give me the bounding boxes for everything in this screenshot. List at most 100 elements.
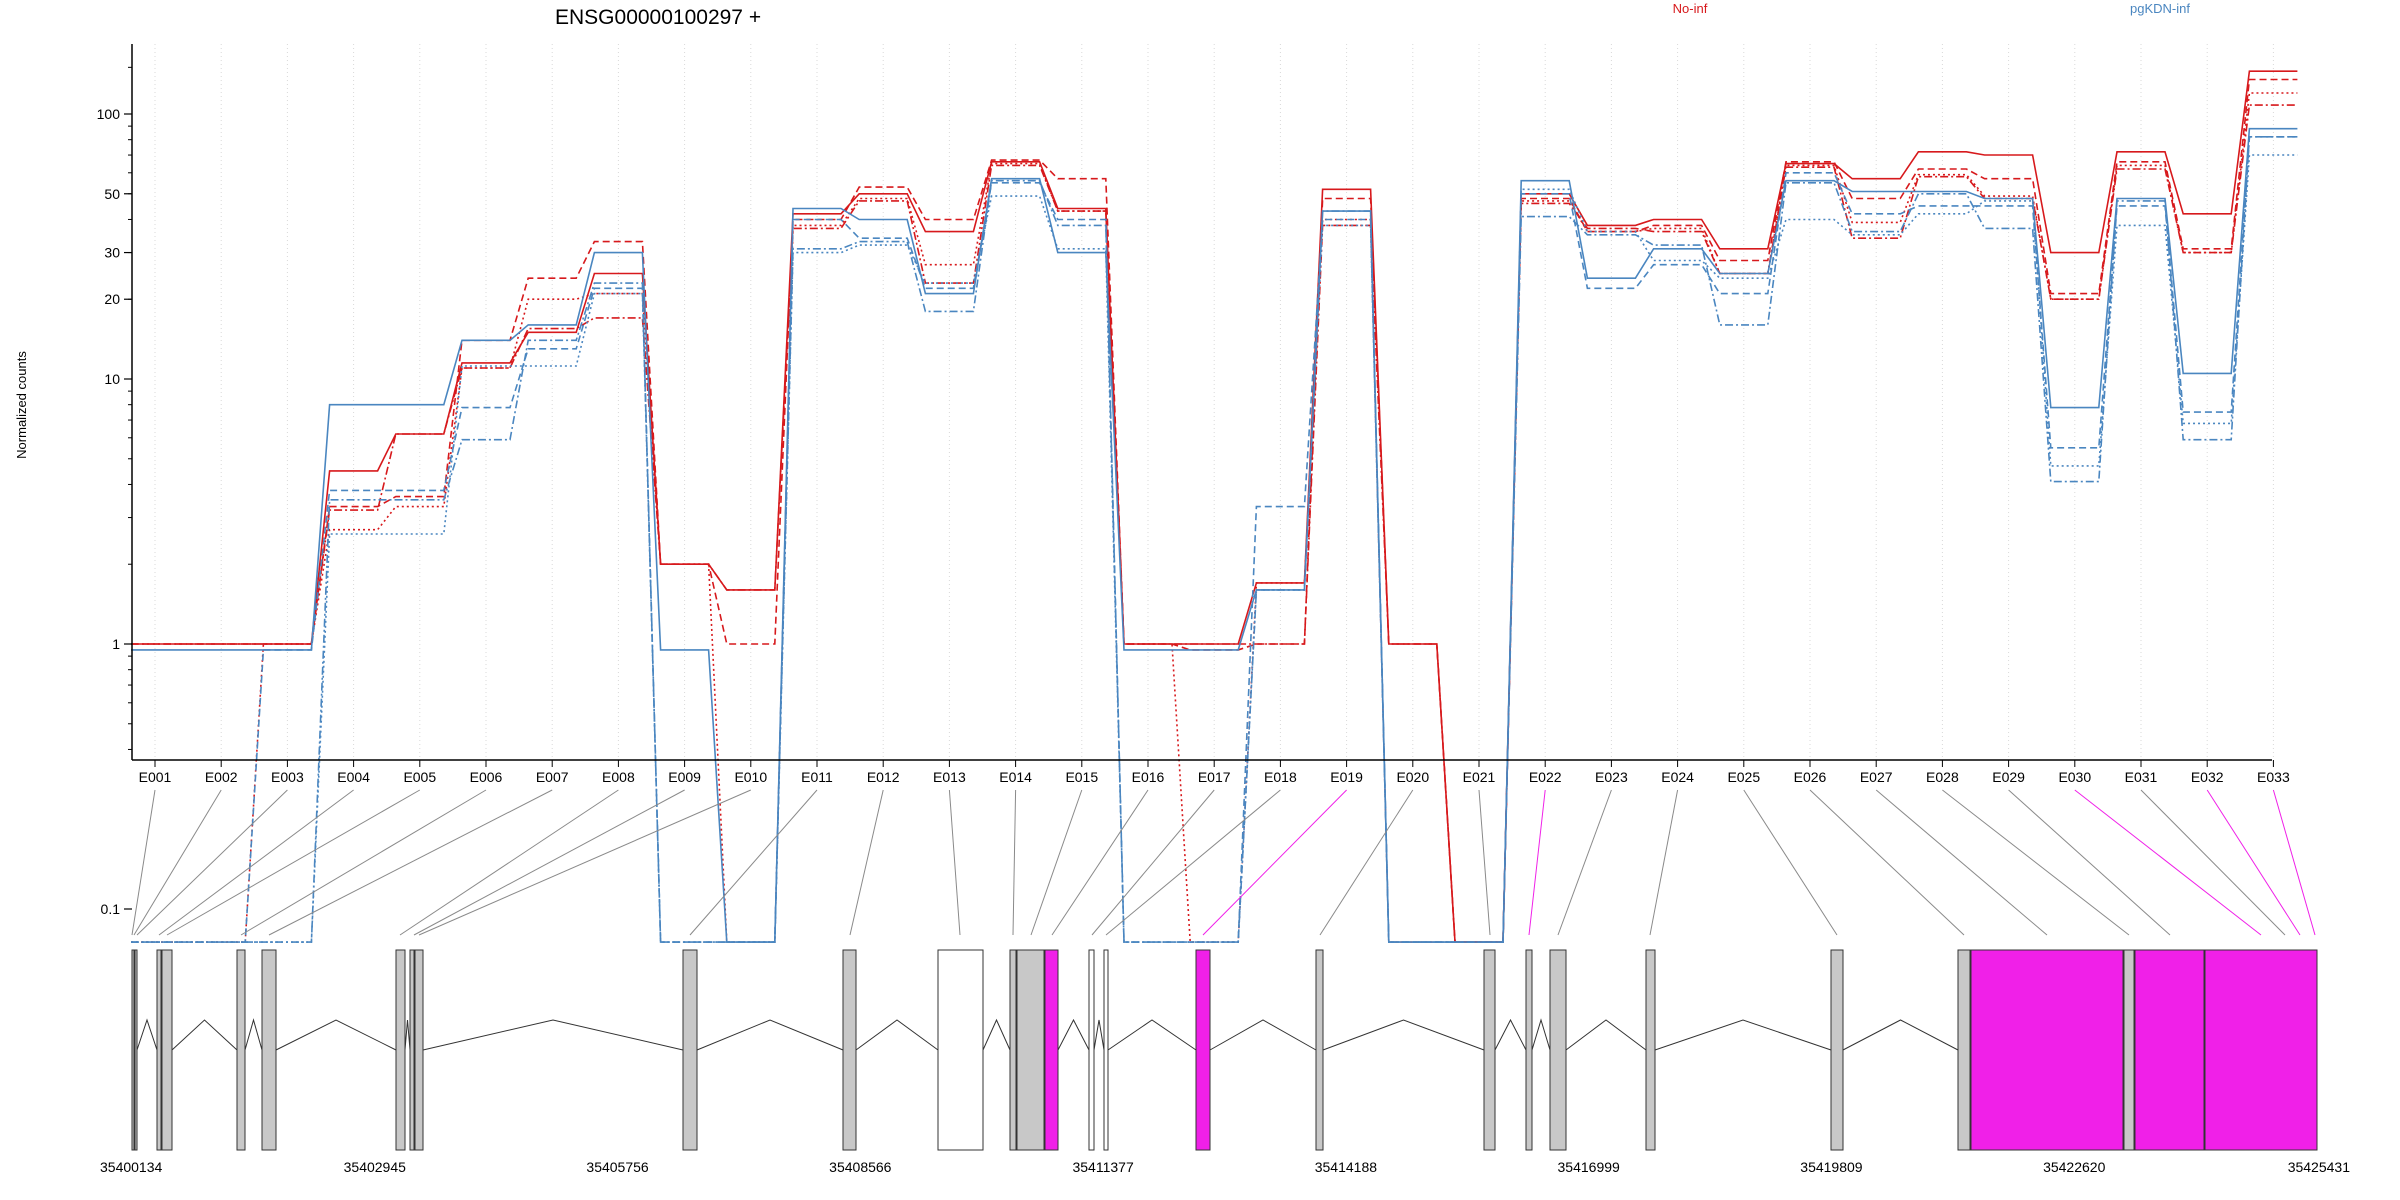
exon-connector [2272, 789, 2316, 936]
exon-connector [136, 789, 288, 936]
x-tick-label: E016 [1132, 769, 1165, 785]
y-tick-label: 0.1 [101, 901, 121, 917]
intron-line [136, 1018, 158, 1051]
x-axis: E001 E002 E003 E004 E005 E006 E007 E008 E009 E010… [132, 759, 2290, 785]
exon-connector [2074, 789, 2262, 936]
y-tick-label: 100 [97, 106, 121, 122]
x-tick-label: E012 [867, 769, 900, 785]
x-tick-label: E009 [668, 769, 701, 785]
intron-line [982, 1018, 1011, 1051]
x-tick-label: E033 [2257, 769, 2290, 785]
exon-connectors [131, 789, 2316, 936]
exon-box-highlighted [1044, 949, 1059, 1151]
exon-connector [849, 789, 884, 936]
x-tick-label: E008 [602, 769, 635, 785]
intron-line [1107, 1019, 1197, 1051]
gene-model [131, 949, 2318, 1151]
x-tick-label: E019 [1330, 769, 1363, 785]
exon-box [236, 949, 246, 1151]
exon-connector [2140, 789, 2286, 936]
intron-line [1057, 1018, 1090, 1051]
legend-label-pgkdn-inf: pgKDN-inf [2130, 1, 2190, 16]
x-tick-label: E020 [1396, 769, 1429, 785]
x-tick-label: E022 [1529, 769, 1562, 785]
x-tick-label: E027 [1860, 769, 1893, 785]
exon-connector [1030, 789, 1083, 936]
exon-connector [689, 789, 818, 936]
y-tick-label: 20 [104, 291, 120, 307]
exon-connector [1091, 789, 1215, 936]
genomic-tick-label: 35408566 [829, 1159, 892, 1175]
x-tick-label: E029 [1992, 769, 2025, 785]
exon-box-highlighted [1970, 949, 2124, 1151]
intron-line [244, 1018, 263, 1051]
series-line-pgkdn-inf [131, 136, 2298, 943]
x-tick-label: E031 [2125, 769, 2158, 785]
exon-connector [1528, 789, 1546, 936]
exon-connector [133, 789, 222, 936]
exon-box [1016, 949, 1045, 1151]
exon-connector [131, 789, 156, 936]
exon-connector [1809, 789, 1965, 936]
intron-line [1565, 1019, 1647, 1051]
genomic-tick-label: 35402945 [344, 1159, 407, 1175]
y-tick-label: 10 [104, 371, 120, 387]
exon-connector [158, 789, 354, 936]
exon-connector [1743, 789, 1838, 936]
exon-box [261, 949, 277, 1151]
exon-connector [1875, 789, 2048, 936]
intron-line [1531, 1018, 1551, 1051]
exon-box [1483, 949, 1496, 1151]
exon-box [1009, 949, 1017, 1151]
x-tick-label: E014 [999, 769, 1032, 785]
exon-box-highlighted [2204, 949, 2318, 1151]
x-tick-label: E021 [1463, 769, 1496, 785]
x-tick-label: E001 [139, 769, 172, 785]
x-tick-label: E028 [1926, 769, 1959, 785]
exon-box [156, 949, 162, 1151]
exon-box [1088, 949, 1095, 1151]
exon-connector [1557, 789, 1612, 936]
intron-line [171, 1019, 238, 1051]
exon-connector [1942, 789, 2130, 936]
exon-connector [2206, 789, 2301, 936]
genomic-tick-label: 35419809 [1800, 1159, 1863, 1175]
exon-box [1645, 949, 1656, 1151]
genomic-tick-label: 35405756 [586, 1159, 649, 1175]
exon-connector [268, 789, 553, 936]
genomic-tick-label: 35422620 [2043, 1159, 2106, 1175]
exon-box [414, 949, 424, 1151]
exon-connector [1202, 789, 1347, 936]
exon-box [842, 949, 857, 1151]
series-line-pgkdn-inf [131, 136, 2298, 943]
intron-line [696, 1019, 844, 1051]
y-axis: 0.1 1 10 20 30 50 100 [97, 44, 133, 917]
exon-box [395, 949, 406, 1151]
intron-line [1093, 1019, 1105, 1051]
x-tick-label: E004 [337, 769, 370, 785]
exon-box [1315, 949, 1324, 1151]
exon-box [131, 949, 135, 1151]
x-tick-label: E007 [536, 769, 569, 785]
exon-connector [1105, 789, 1281, 936]
exon-box [1103, 949, 1109, 1151]
genomic-tick-label: 35414188 [1315, 1159, 1378, 1175]
exon-connector [1051, 789, 1149, 936]
exon-box [409, 949, 415, 1151]
x-tick-label: E025 [1727, 769, 1760, 785]
legend-label-no-inf: No-inf [1673, 1, 1708, 16]
exon-box [134, 949, 138, 1151]
x-tick-label: E003 [271, 769, 304, 785]
series-line-pgkdn-inf [131, 127, 2298, 943]
x-tick-label: E018 [1264, 769, 1297, 785]
y-tick-label: 50 [104, 186, 120, 202]
exon-connector [948, 789, 961, 936]
exon-box-highlighted [1195, 949, 1211, 1151]
intron-line [1322, 1019, 1485, 1051]
exon-box [2123, 949, 2135, 1151]
exon-connector [240, 789, 487, 936]
y-axis-label: Normalized counts [14, 351, 29, 459]
series-line-no-inf [131, 104, 2298, 943]
genomic-tick-label: 35411377 [1072, 1159, 1133, 1175]
